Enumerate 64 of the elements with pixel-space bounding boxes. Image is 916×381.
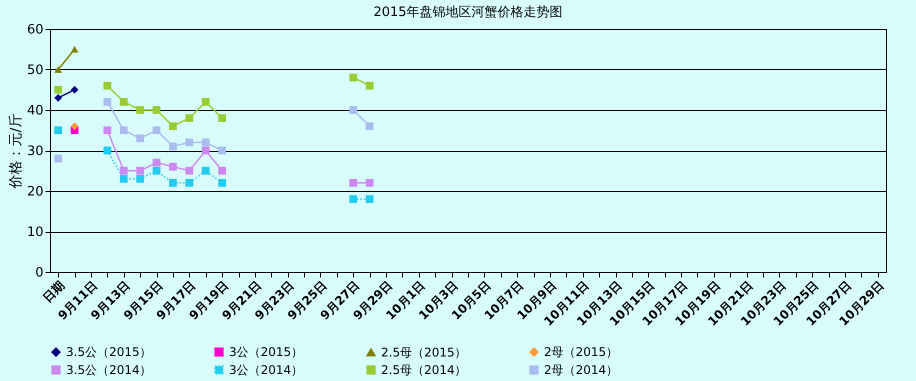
point bbox=[136, 106, 144, 114]
point bbox=[349, 179, 358, 187]
point bbox=[366, 122, 374, 130]
point bbox=[70, 86, 78, 94]
point bbox=[349, 74, 358, 82]
point bbox=[104, 82, 112, 90]
point bbox=[202, 146, 210, 154]
point bbox=[169, 142, 177, 150]
point bbox=[104, 98, 112, 106]
point bbox=[104, 126, 112, 134]
point bbox=[349, 195, 358, 203]
point bbox=[54, 86, 62, 94]
point bbox=[185, 179, 194, 187]
point bbox=[202, 138, 210, 146]
point bbox=[54, 126, 62, 134]
y-tick-label: 10 bbox=[26, 225, 44, 240]
x-tick-label: 日期 bbox=[40, 278, 68, 305]
point bbox=[152, 166, 160, 175]
point bbox=[136, 174, 144, 183]
point bbox=[218, 179, 226, 187]
point bbox=[185, 114, 194, 122]
point bbox=[70, 122, 78, 130]
point bbox=[120, 166, 128, 175]
point bbox=[366, 179, 374, 187]
point bbox=[218, 146, 226, 154]
legend-label: 3.5公（2014） bbox=[66, 363, 152, 377]
chart-title: 2015年盘锦地区河蟹价格走势图 bbox=[373, 5, 563, 20]
point bbox=[169, 179, 177, 187]
point bbox=[120, 126, 128, 134]
y-tick-label: 60 bbox=[26, 22, 44, 38]
point bbox=[218, 166, 226, 175]
point bbox=[202, 98, 210, 106]
point bbox=[169, 162, 177, 171]
point bbox=[120, 98, 128, 106]
legend-label: 3公（2015） bbox=[229, 345, 304, 360]
legend-label: 3公（2014） bbox=[229, 363, 304, 377]
point bbox=[185, 166, 194, 175]
point bbox=[152, 126, 160, 134]
point bbox=[349, 106, 358, 114]
point bbox=[169, 122, 177, 130]
legend-label: 2母（2015） bbox=[544, 345, 618, 360]
point bbox=[366, 195, 374, 203]
point bbox=[104, 146, 112, 154]
legend-label: 2母（2014） bbox=[544, 363, 618, 377]
point bbox=[120, 174, 128, 183]
point bbox=[152, 158, 160, 167]
y-tick-label: 50 bbox=[26, 63, 44, 78]
point bbox=[218, 114, 226, 122]
y-tick-label: 20 bbox=[26, 184, 44, 200]
point bbox=[366, 82, 374, 90]
point bbox=[136, 134, 144, 142]
point bbox=[202, 166, 210, 175]
legend-label: 2.5母（2014） bbox=[381, 363, 467, 377]
legend-label: 3.5公（2015） bbox=[66, 345, 152, 360]
y-axis-title: 价格：元/斤 bbox=[8, 114, 24, 190]
y-tick-label: 0 bbox=[35, 266, 44, 280]
point bbox=[54, 94, 62, 102]
point bbox=[54, 154, 62, 162]
y-tick-label: 30 bbox=[26, 144, 44, 159]
point bbox=[136, 166, 144, 175]
point bbox=[152, 106, 160, 114]
y-tick-label: 40 bbox=[26, 104, 44, 118]
point bbox=[185, 138, 194, 146]
legend-label: 2.5母（2015） bbox=[381, 345, 467, 360]
